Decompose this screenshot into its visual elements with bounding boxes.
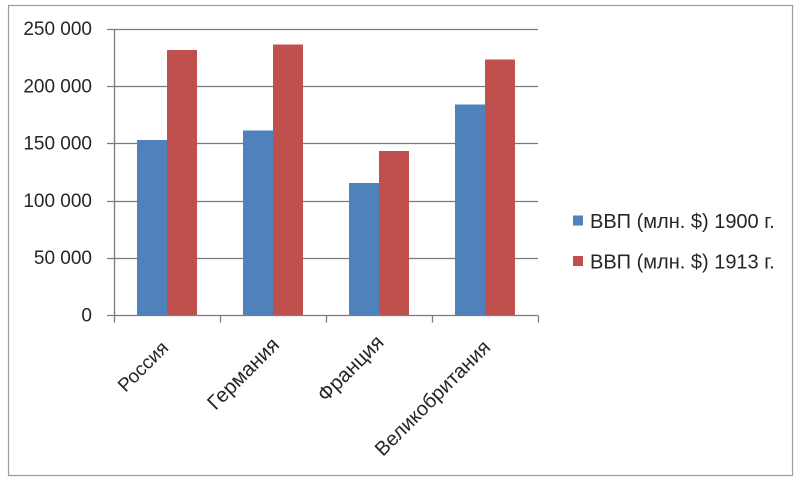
svg-text:0: 0 — [81, 306, 92, 327]
svg-text:50 000: 50 000 — [34, 248, 92, 269]
svg-text:ВВП (млн. $) 1913 г.: ВВП (млн. $) 1913 г. — [590, 252, 775, 274]
svg-text:150 000: 150 000 — [23, 134, 92, 155]
svg-text:ВВП (млн. $) 1900 г.: ВВП (млн. $) 1900 г. — [590, 211, 775, 233]
svg-text:200 000: 200 000 — [23, 76, 92, 97]
svg-text:250 000: 250 000 — [23, 19, 92, 40]
svg-text:100 000: 100 000 — [23, 191, 92, 212]
